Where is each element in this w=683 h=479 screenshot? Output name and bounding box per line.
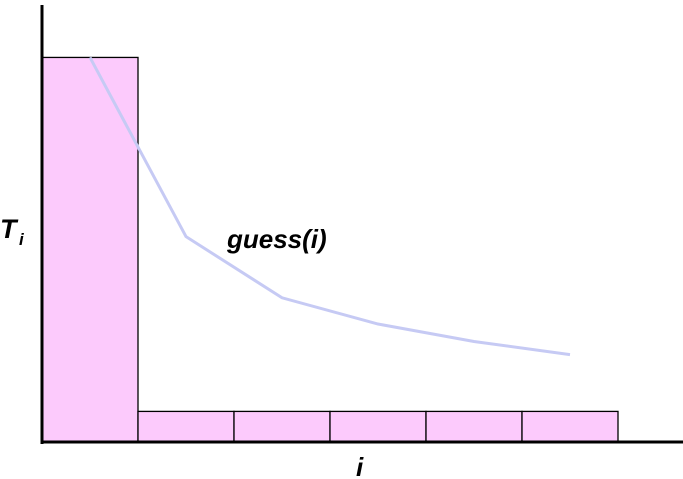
bar <box>425 410 523 443</box>
bar <box>329 410 427 443</box>
bar <box>137 410 235 443</box>
bar <box>521 410 619 443</box>
y-axis-label-subscript: i <box>19 230 25 249</box>
x-axis-label: i <box>356 452 364 479</box>
bar <box>233 410 331 443</box>
line-label: guess(i) <box>226 224 327 254</box>
guess-line <box>88 56 571 357</box>
plot-area <box>41 56 619 443</box>
y-axis-label: T <box>0 214 19 244</box>
bar <box>41 56 139 443</box>
